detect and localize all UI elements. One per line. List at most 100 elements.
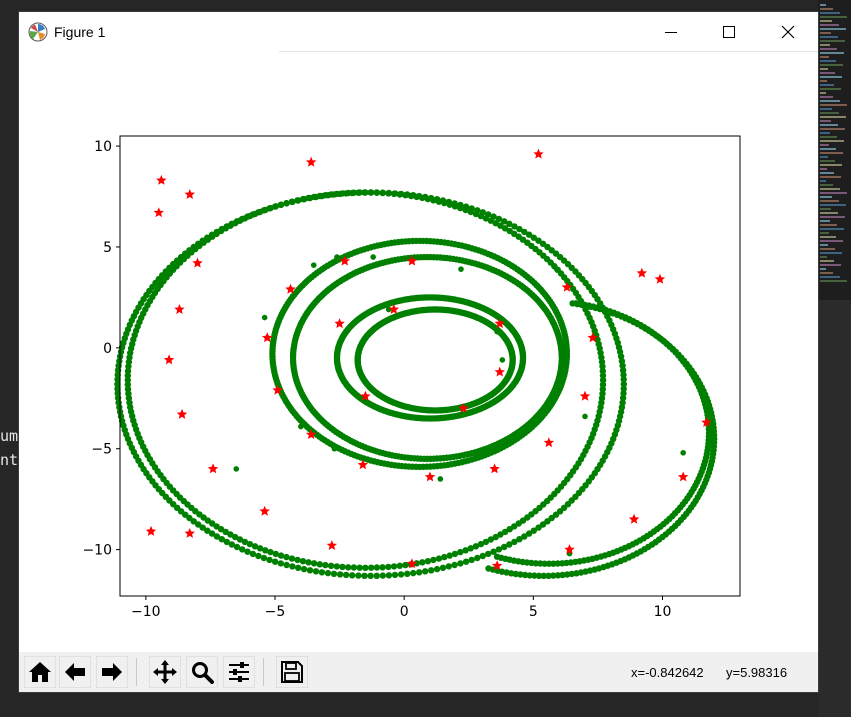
curve-point xyxy=(373,572,380,579)
code-minimap-line xyxy=(820,80,827,82)
figure-canvas[interactable]: −10 −5 0 5 10 10 5 0 −5 −10 xyxy=(19,52,818,652)
curve-point xyxy=(433,565,441,573)
curve-point xyxy=(445,198,452,206)
pan-button[interactable] xyxy=(149,656,181,688)
curve-point xyxy=(195,521,202,528)
star-marker xyxy=(360,390,371,401)
curve-point xyxy=(241,538,249,546)
curve-point xyxy=(446,552,453,559)
code-minimap-line xyxy=(820,236,836,238)
star-marker xyxy=(587,332,598,343)
code-minimap-line xyxy=(820,96,833,98)
curve-point xyxy=(530,527,537,534)
curve-point xyxy=(433,196,441,203)
scatter-plot[interactable]: −10 −5 0 5 10 10 5 0 −5 −10 xyxy=(19,52,818,652)
forward-button[interactable] xyxy=(96,656,128,688)
curve-point xyxy=(563,353,571,360)
curve-point xyxy=(535,572,543,579)
curve-point xyxy=(439,197,447,204)
curve-point xyxy=(228,541,235,548)
code-minimap-line xyxy=(820,44,830,46)
code-minimap-line xyxy=(820,140,844,142)
home-icon xyxy=(29,662,51,682)
curve-point xyxy=(255,209,262,216)
curve-point xyxy=(379,189,386,196)
curve-point xyxy=(318,192,326,200)
scatter-point xyxy=(261,314,268,321)
curve-point xyxy=(526,572,533,579)
curve-point xyxy=(599,381,607,388)
scatter-point xyxy=(494,328,500,335)
configure-subplots-button[interactable] xyxy=(223,656,255,688)
star-marker xyxy=(163,354,175,365)
curve-point xyxy=(195,240,202,247)
curve-point xyxy=(451,200,458,207)
star-marker xyxy=(259,505,270,516)
curve-point xyxy=(467,545,474,552)
toolbar-separator xyxy=(263,658,264,686)
code-minimap-line xyxy=(820,240,843,242)
curve-point xyxy=(228,220,235,227)
zoom-button[interactable] xyxy=(186,656,218,688)
curve-point xyxy=(599,376,607,384)
curve-point xyxy=(492,533,499,541)
scatter-point xyxy=(437,476,444,482)
code-minimap-line xyxy=(820,20,832,22)
code-minimap-line xyxy=(820,136,837,138)
background-terminal-line: um xyxy=(0,427,18,445)
code-minimap-line xyxy=(820,68,828,70)
curve-point xyxy=(468,205,475,212)
code-minimap-line xyxy=(820,32,831,34)
close-button[interactable] xyxy=(759,12,817,52)
code-minimap-line xyxy=(820,172,834,174)
code-minimap-line xyxy=(820,64,843,66)
curve-point xyxy=(516,536,523,543)
curve-point xyxy=(535,524,542,531)
curve-point xyxy=(511,538,518,546)
curve-point xyxy=(599,386,606,393)
curve-point xyxy=(525,530,533,537)
curve-point xyxy=(339,563,346,571)
code-minimap-line xyxy=(820,160,835,162)
maximize-button[interactable] xyxy=(700,12,758,52)
x-tick-label: 5 xyxy=(529,604,538,620)
curve-point xyxy=(361,572,368,579)
curve-point xyxy=(620,381,627,388)
curve-point xyxy=(199,524,206,531)
curve-point xyxy=(271,203,279,210)
curve-point xyxy=(204,234,211,241)
curve-point xyxy=(516,225,523,233)
code-minimap-line xyxy=(820,88,841,90)
sliders-icon xyxy=(229,662,249,682)
code-minimap-line xyxy=(820,204,846,206)
curve-point xyxy=(295,197,302,204)
star-marker xyxy=(176,408,188,419)
back-button[interactable] xyxy=(59,656,91,688)
curve-point xyxy=(114,385,121,392)
star-marker xyxy=(677,471,689,482)
maximize-icon xyxy=(723,26,735,38)
curve-point xyxy=(255,552,262,560)
curve-point xyxy=(501,225,509,232)
code-minimap-line xyxy=(820,152,843,154)
home-button[interactable] xyxy=(24,656,56,688)
star-marker xyxy=(326,540,338,550)
code-minimap-line xyxy=(820,52,844,54)
code-minimap-line xyxy=(820,156,828,158)
minimize-button[interactable] xyxy=(642,12,700,52)
curve-point xyxy=(545,572,552,579)
curve-point xyxy=(559,571,566,579)
title-bar[interactable]: Figure 1 xyxy=(19,12,818,52)
curve-point xyxy=(266,556,273,564)
curve-point xyxy=(239,215,246,223)
curve-point xyxy=(501,218,508,225)
curve-point xyxy=(457,560,464,567)
curve-point xyxy=(256,545,264,552)
curve-point xyxy=(294,556,301,564)
curve-point xyxy=(474,554,481,562)
curve-point xyxy=(416,569,423,576)
code-minimap-line xyxy=(820,76,842,78)
x-tick-label: 0 xyxy=(400,604,409,620)
curve-point xyxy=(249,211,257,218)
save-button[interactable] xyxy=(276,656,308,688)
